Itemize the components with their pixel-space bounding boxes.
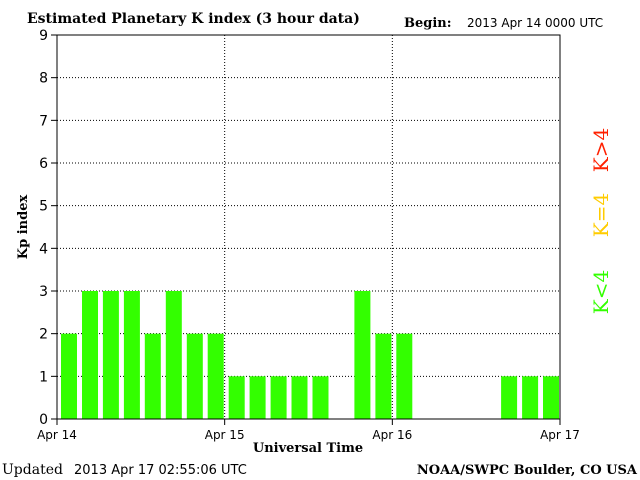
kp-bar: [228, 376, 245, 419]
plot-area-frame: [56, 34, 561, 420]
y-tick-label: 6: [39, 156, 48, 172]
kp-bar: [123, 291, 140, 419]
x-tick-label: Apr 16: [372, 428, 412, 442]
kp-bar: [396, 333, 413, 419]
kp-bar: [82, 291, 98, 419]
y-axis: 0 1 2 3 4 5 6 7 8 9: [39, 28, 57, 428]
kp-bar: [61, 333, 77, 419]
kp-bar: [291, 376, 308, 419]
kp-bar: [543, 376, 559, 419]
y-tick-label: 8: [39, 71, 48, 87]
x-tick-label: Apr 14: [37, 428, 77, 442]
kp-bar: [522, 376, 539, 419]
legend-label: K>4: [589, 128, 613, 172]
chart-title: Estimated Planetary K index (3 hour data…: [27, 11, 360, 27]
begin-value: 2013 Apr 14 0000 UTC: [467, 16, 603, 30]
y-tick-label: 7: [39, 113, 48, 129]
y-tick-label: 5: [39, 199, 48, 215]
kp-bar: [249, 376, 266, 419]
updated-label: Updated: [2, 462, 63, 478]
source-credit: NOAA/SWPC Boulder, CO USA: [417, 463, 638, 478]
x-axis: Apr 14 Apr 15 Apr 16 Apr 17: [37, 419, 580, 442]
y-axis-label: Kp index: [16, 195, 31, 260]
y-tick-label: 9: [39, 28, 48, 44]
kp-bar: [375, 333, 392, 419]
kp-bar: [165, 291, 182, 419]
kp-bar: [186, 333, 203, 419]
legend: K>4 K=4 K<4: [589, 128, 613, 314]
y-tick-label: 3: [39, 284, 48, 300]
grid-lines: [57, 35, 560, 419]
y-tick-label: 0: [39, 412, 48, 428]
kp-bar: [207, 333, 224, 419]
bars: [61, 291, 559, 419]
x-tick-label: Apr 17: [540, 428, 580, 442]
kp-bar: [312, 376, 329, 419]
legend-label: K<4: [589, 270, 613, 314]
x-tick-label: Apr 15: [205, 428, 245, 442]
kp-bar: [102, 291, 119, 419]
y-tick-label: 2: [39, 327, 48, 343]
begin-label: Begin:: [404, 16, 452, 31]
updated-value: 2013 Apr 17 02:55:06 UTC: [74, 463, 247, 478]
legend-label: K=4: [589, 193, 613, 237]
y-tick-label: 1: [39, 369, 48, 385]
y-tick-label: 4: [39, 241, 48, 257]
kp-bar: [354, 291, 371, 419]
kp-bar: [144, 333, 161, 419]
kp-bar: [501, 376, 518, 419]
kp-bar: [270, 376, 287, 419]
x-axis-label: Universal Time: [253, 441, 363, 456]
